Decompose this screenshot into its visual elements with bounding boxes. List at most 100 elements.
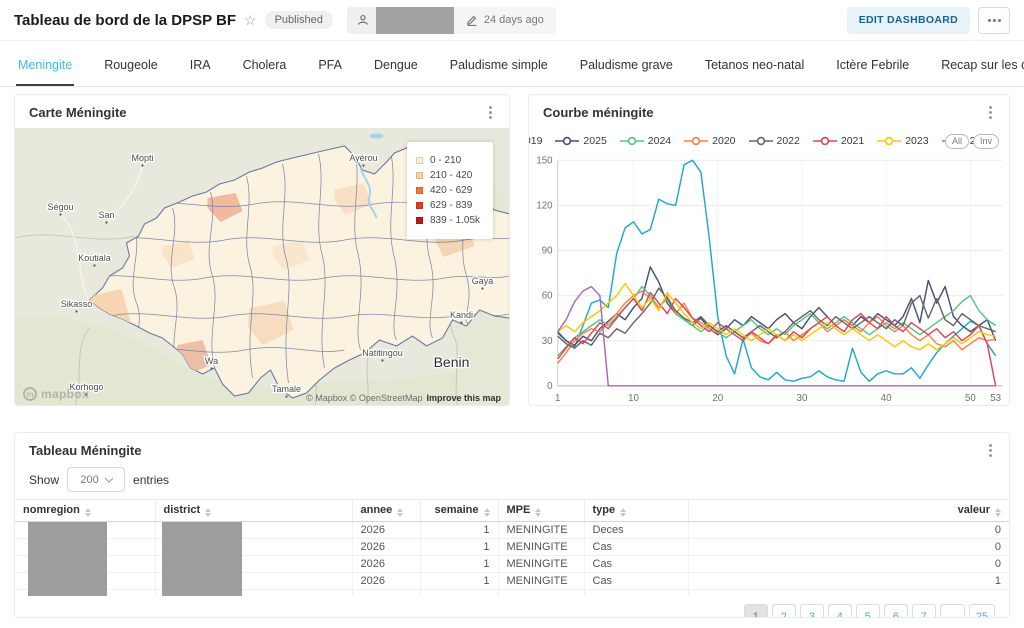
user-icon: [356, 13, 370, 27]
column-header-annee[interactable]: annee: [352, 500, 420, 522]
column-label: nomregion: [23, 504, 80, 516]
tab-dengue[interactable]: Dengue: [372, 41, 420, 86]
page-button-4[interactable]: 4: [828, 604, 852, 618]
page-button-7[interactable]: 7: [912, 604, 936, 618]
column-label: district: [164, 504, 201, 516]
tab-paludisme-grave[interactable]: Paludisme grave: [578, 41, 675, 86]
mapbox-logo-text: mapbox: [41, 387, 89, 401]
svg-text:0: 0: [547, 381, 553, 392]
sort-icon[interactable]: [85, 508, 91, 517]
edit-dashboard-button[interactable]: EDIT DASHBOARD: [847, 7, 970, 34]
column-header-valeur[interactable]: valeur: [688, 500, 1009, 522]
map-canvas[interactable]: MoptiSégouSanKoutialaSikassoKorhogoWaTam…: [15, 128, 509, 406]
page-button-3[interactable]: 3: [800, 604, 824, 618]
legend-marker-icon: [684, 136, 708, 146]
series-line-2019: [558, 160, 996, 381]
sort-icon[interactable]: [205, 508, 211, 517]
legend-item-2022[interactable]: 2022: [749, 135, 800, 147]
tab-cholera[interactable]: Cholera: [241, 41, 289, 86]
legend-item-2025[interactable]: 2025: [555, 135, 606, 147]
sort-icon[interactable]: [397, 508, 403, 517]
legend-all-button[interactable]: All: [945, 134, 969, 149]
legend-marker-icon: [620, 136, 644, 146]
legend-year-label: 2021: [841, 135, 864, 147]
legend-item-2021[interactable]: 2021: [813, 135, 864, 147]
legend-item-2024[interactable]: 2024: [620, 135, 671, 147]
svg-text:20: 20: [712, 393, 723, 404]
published-badge[interactable]: Published: [265, 11, 333, 29]
page-button-[interactable]: …: [940, 604, 965, 618]
column-label: semaine: [434, 504, 478, 516]
map-chart-menu-icon[interactable]: [484, 103, 497, 122]
legend-range-label: 0 - 210: [430, 155, 461, 166]
meningitis-line-chart[interactable]: 03060901201501102030405053: [529, 152, 1009, 406]
owner-modified-pill: 24 days ago: [347, 7, 556, 34]
legend-marker-icon: [555, 136, 579, 146]
table-cell: Deces: [584, 522, 688, 539]
page-button-25[interactable]: 25: [969, 604, 995, 618]
tab-paludisme-simple[interactable]: Paludisme simple: [448, 41, 550, 86]
page-size-value: 200: [80, 474, 98, 486]
entries-label: entries: [133, 473, 169, 487]
owner-section: [347, 7, 376, 34]
legend-item-2020[interactable]: 2020: [684, 135, 735, 147]
svg-text:60: 60: [542, 291, 553, 302]
legend-inv-button[interactable]: Inv: [973, 134, 999, 149]
dashboard-tabbar: Meningite Rougeole IRA Cholera PFA Dengue Palu…: [0, 41, 1024, 87]
table-cell: 2026: [352, 539, 420, 556]
column-header-mpe[interactable]: MPE: [498, 500, 584, 522]
tab-rougeole[interactable]: Rougeole: [102, 41, 160, 86]
tab-ira[interactable]: IRA: [188, 41, 213, 86]
legend-item-2019[interactable]: 2019: [528, 135, 542, 147]
svg-text:30: 30: [797, 393, 808, 404]
entries-selector-row: Show 200 entries: [15, 466, 1009, 499]
line-chart-menu-icon[interactable]: [984, 103, 997, 122]
column-header-type[interactable]: type: [584, 500, 688, 522]
svg-text:30: 30: [542, 336, 553, 347]
table-chart-menu-icon[interactable]: [984, 441, 997, 460]
table-cell: [584, 590, 688, 597]
legend-swatch: [416, 202, 423, 209]
city-label: Mopti: [131, 153, 153, 163]
legend-range-label: 210 - 420: [430, 170, 472, 181]
table-cell: 1: [420, 522, 498, 539]
favorite-star-icon[interactable]: ☆: [244, 12, 257, 29]
column-header-district[interactable]: district: [155, 500, 352, 522]
legend-year-label: 2023: [905, 135, 928, 147]
legend-marker-icon: [813, 136, 837, 146]
page-size-select[interactable]: 200: [67, 467, 125, 492]
page-button-2[interactable]: 2: [772, 604, 796, 618]
table-scroll-area[interactable]: nomregion district annee semaine MPEtypevale…: [15, 499, 1009, 596]
map-chart-card: Carte Méningite: [14, 94, 510, 406]
column-header-semaine[interactable]: semaine: [420, 500, 498, 522]
legend-year-label: 2024: [648, 135, 671, 147]
city-label: Sikasso: [61, 299, 93, 309]
tab-tetanos-neo-natal[interactable]: Tetanos neo-natal: [703, 41, 806, 86]
page-button-1[interactable]: 1: [744, 604, 768, 618]
tab-meningite[interactable]: Meningite: [16, 41, 74, 86]
improve-map-link[interactable]: Improve this map: [426, 393, 501, 403]
mapbox-logo[interactable]: m mapbox: [23, 387, 89, 401]
city-label: Kandi: [450, 310, 473, 320]
table-cell: [688, 590, 1009, 597]
sort-icon[interactable]: [620, 508, 626, 517]
svg-text:150: 150: [536, 155, 553, 166]
column-header-nomregion[interactable]: nomregion: [15, 500, 155, 522]
table-cell: Cas: [584, 556, 688, 573]
table-cell: MENINGITE: [498, 556, 584, 573]
page-button-6[interactable]: 6: [884, 604, 908, 618]
page-button-5[interactable]: 5: [856, 604, 880, 618]
legend-item-2023[interactable]: 2023: [877, 135, 928, 147]
sort-icon[interactable]: [484, 508, 490, 517]
tab-ict-re-febrile[interactable]: Ictère Febrile: [834, 41, 911, 86]
table-pagination: 1234567 … 25: [15, 596, 1009, 618]
sort-icon[interactable]: [995, 508, 1001, 517]
legend-year-label: 2025: [583, 135, 606, 147]
more-options-button[interactable]: [978, 7, 1010, 34]
line-chart-card: Courbe méningite 20192025202420202022202…: [528, 94, 1010, 406]
tab-pfa[interactable]: PFA: [316, 41, 344, 86]
sort-icon[interactable]: [535, 508, 541, 517]
legend-swatch: [416, 172, 423, 179]
attribution-text[interactable]: © Mapbox © OpenStreetMap: [306, 393, 422, 403]
tab-recap-sur-les-d-c-s[interactable]: Recap sur les décès: [939, 41, 1024, 86]
